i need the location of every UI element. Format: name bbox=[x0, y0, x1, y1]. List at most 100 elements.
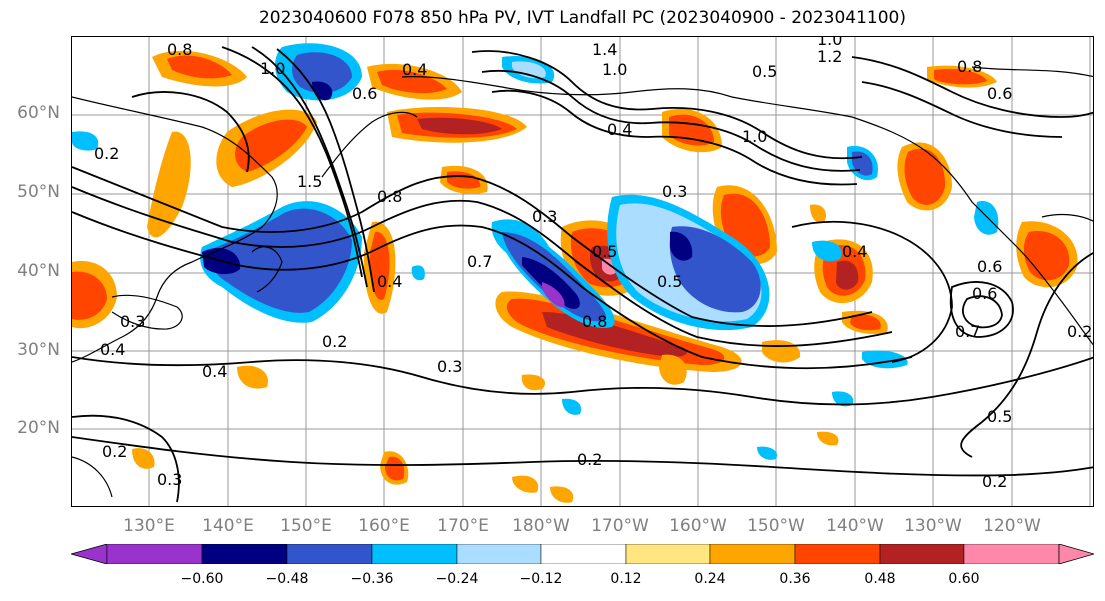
colorbar-bin bbox=[106, 544, 203, 564]
pv-positive-blob bbox=[72, 271, 107, 320]
lon-label-150e: 150°E bbox=[280, 516, 332, 536]
contour-label: 0.4 bbox=[100, 340, 125, 359]
lon-label-120w: 120°W bbox=[983, 516, 1041, 536]
contour-label: 0.3 bbox=[662, 182, 687, 201]
contour-label: 0.2 bbox=[577, 450, 602, 469]
colorbar-bin bbox=[625, 544, 711, 564]
pv-positive-blob bbox=[512, 475, 539, 493]
pv-negative-blob bbox=[832, 391, 854, 407]
contour-label: 0.6 bbox=[987, 84, 1012, 103]
lon-label-160w: 160°W bbox=[669, 516, 727, 536]
colorbar-bin bbox=[286, 544, 373, 564]
colorbar-tick-label: 0.60 bbox=[948, 571, 980, 587]
contour-label: 0.5 bbox=[592, 242, 617, 261]
contour-label: 1.2 bbox=[817, 47, 842, 66]
pv-negative-blob bbox=[411, 265, 425, 281]
contour-label: 0.3 bbox=[532, 207, 557, 226]
pv-negative-blob bbox=[669, 226, 761, 313]
contour-label: 0.5 bbox=[752, 62, 777, 81]
lon-label-140w: 140°W bbox=[826, 516, 884, 536]
lon-label-130e: 130°E bbox=[123, 516, 175, 536]
contour-label: 1.5 bbox=[297, 172, 322, 191]
colorbar-tick-label: −0.24 bbox=[435, 571, 479, 587]
lon-label-150w: 150°W bbox=[747, 516, 805, 536]
pv-negative-blob bbox=[292, 52, 352, 93]
contour-label: 0.4 bbox=[202, 362, 227, 381]
pv-negative-blob bbox=[562, 398, 582, 415]
contour-label: 0.6 bbox=[972, 284, 997, 303]
lat-label-50n: 50°N bbox=[17, 182, 60, 202]
colorbar-bin bbox=[709, 544, 796, 564]
lon-label-130w: 130°W bbox=[904, 516, 962, 536]
contour-label: 1.0 bbox=[602, 60, 627, 79]
colorbar-extend-max bbox=[1058, 544, 1094, 564]
lat-label-60n: 60°N bbox=[17, 103, 60, 123]
contour-label: 0.4 bbox=[377, 272, 402, 291]
contour-label: 0.5 bbox=[987, 407, 1012, 426]
pv-negative-blob bbox=[72, 131, 99, 151]
contour-label: 0.8 bbox=[582, 312, 607, 331]
pv-positive-blob bbox=[817, 431, 839, 446]
colorbar-tick-label: 0.36 bbox=[779, 571, 811, 587]
colorbar-tick-label: 0.12 bbox=[610, 571, 642, 587]
contour-labels: 0.8 1.0 0.6 0.4 1.4 1.0 1.2 1.0 0.5 0.8 … bbox=[94, 37, 1092, 491]
pv-positive-blob bbox=[904, 148, 946, 205]
lat-label-40n: 40°N bbox=[17, 261, 60, 281]
colorbar-tick-label: −0.36 bbox=[350, 571, 394, 587]
pv-positive-blob bbox=[369, 231, 390, 300]
map-title: 2023040600 F078 850 hPa PV, IVT Landfall… bbox=[258, 8, 906, 28]
contour-label: 0.4 bbox=[402, 60, 427, 79]
contour-label: 0.3 bbox=[437, 357, 462, 376]
colorbar-tick-label: −0.12 bbox=[519, 571, 563, 587]
pv-positive-blob bbox=[132, 448, 155, 469]
lon-label-160e: 160°E bbox=[358, 516, 410, 536]
colorbar-bin bbox=[456, 544, 542, 564]
contour-label: 0.8 bbox=[957, 57, 982, 76]
colorbar-bin bbox=[963, 544, 1060, 564]
lon-label-140e: 140°E bbox=[202, 516, 254, 536]
contour-label: 0.2 bbox=[94, 144, 119, 163]
lon-label-180w: 180°W bbox=[512, 516, 570, 536]
contour-label: 0.2 bbox=[102, 442, 127, 461]
contour-label: 0.7 bbox=[467, 252, 492, 271]
pv-negative-blob bbox=[542, 282, 565, 308]
lat-label-30n: 30°N bbox=[17, 340, 60, 360]
pv-positive-blob bbox=[147, 131, 191, 238]
contour-label: 0.3 bbox=[120, 312, 145, 331]
colorbar-tick-label: −0.60 bbox=[180, 571, 224, 587]
pv-positive-blob bbox=[934, 68, 987, 85]
pv-positive-blob bbox=[542, 312, 688, 357]
pv-positive-blob bbox=[550, 486, 574, 503]
colorbar-tick-label: 0.48 bbox=[864, 571, 896, 587]
ivt-contours bbox=[72, 46, 1093, 503]
colorbar-bin bbox=[879, 544, 965, 564]
contour-label: 0.8 bbox=[167, 40, 192, 59]
contour-label: 1.0 bbox=[817, 37, 842, 49]
contour-label: 0.7 bbox=[955, 322, 980, 341]
colorbar-tick-label: −0.48 bbox=[265, 571, 309, 587]
contour-label: 0.2 bbox=[982, 472, 1007, 491]
pv-positive-blob bbox=[850, 314, 881, 331]
pv-positive-blob bbox=[385, 456, 405, 481]
pv-positive-blob bbox=[810, 204, 827, 223]
pv-positive-blob bbox=[836, 260, 859, 290]
pv-negative-blob bbox=[757, 446, 778, 460]
pv-negative-blob bbox=[512, 61, 546, 79]
colorbar-bin bbox=[540, 544, 627, 564]
colorbar-bin bbox=[794, 544, 881, 564]
colorbar-tick-label: 0.24 bbox=[694, 571, 726, 587]
contour-label: 0.4 bbox=[842, 242, 867, 261]
colorbar-extend-min bbox=[71, 544, 108, 564]
contour-label: 1.0 bbox=[260, 59, 285, 78]
pv-positive-blob bbox=[377, 69, 447, 94]
pv-positive-blob bbox=[167, 55, 232, 79]
contour-label: 0.2 bbox=[322, 332, 347, 351]
contour-label: 0.6 bbox=[352, 84, 377, 103]
colorbar bbox=[71, 544, 1094, 564]
colorbar-bin bbox=[371, 544, 458, 564]
pv-positive-blob bbox=[237, 365, 268, 389]
colorbar-bin bbox=[201, 544, 288, 564]
contour-label: 1.0 bbox=[742, 127, 767, 146]
pv-positive-blob bbox=[659, 354, 687, 385]
contour-label: 1.4 bbox=[592, 40, 617, 59]
